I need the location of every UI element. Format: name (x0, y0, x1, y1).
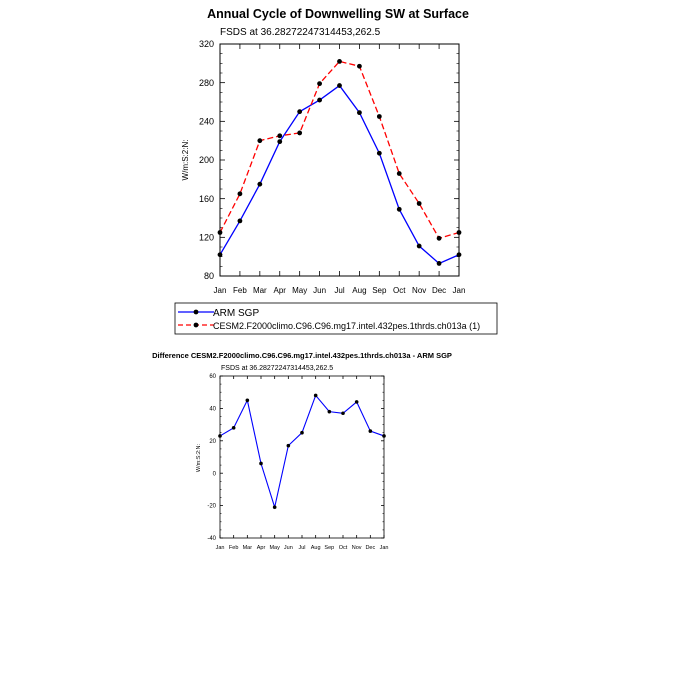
data-point (237, 191, 243, 197)
x-tick-label: Sep (324, 545, 334, 551)
data-point (416, 201, 422, 206)
data-point (327, 409, 332, 414)
data-point (456, 252, 462, 258)
data-point (297, 109, 303, 115)
x-tick-label: Jan (216, 545, 225, 551)
data-point (237, 218, 243, 224)
x-tick-label: Feb (233, 286, 247, 295)
y-tick-label: 320 (199, 39, 214, 49)
y-tick-label: 160 (199, 194, 214, 204)
y-tick-label: 80 (204, 271, 214, 281)
data-point (354, 400, 359, 404)
y-tick-label: 60 (209, 374, 216, 380)
x-tick-label: Jul (298, 545, 305, 551)
x-tick-label: Jan (453, 286, 466, 295)
data-point (313, 393, 318, 398)
x-tick-label: Jun (284, 545, 293, 551)
data-point (277, 139, 283, 145)
x-tick-label: May (292, 286, 307, 295)
x-tick-label: Nov (412, 286, 426, 295)
data-point (357, 63, 362, 69)
x-tick-label: Mar (243, 545, 253, 551)
series-line-0 (219, 394, 385, 510)
data-point (231, 426, 236, 430)
y-tick-label: -20 (207, 504, 216, 510)
data-point (376, 150, 382, 156)
y-tick-label: 20 (209, 439, 216, 445)
y-tick-label: 280 (199, 78, 214, 88)
y-tick-label: 240 (199, 116, 214, 126)
data-point (257, 181, 263, 187)
chart1-ylabel: W/m:S:2:N: (181, 140, 190, 181)
data-point (217, 230, 223, 235)
x-tick-label: Jul (334, 286, 344, 295)
legend-label-cesm: CESM2.F2000climo.C96.C96.mg17.intel.432p… (213, 321, 480, 331)
data-point (259, 461, 263, 466)
data-point (277, 133, 283, 139)
x-tick-label: Feb (229, 545, 238, 551)
data-point (297, 130, 303, 136)
x-tick-label: Nov (352, 545, 362, 551)
chart2-subtitle: FSDS at 36.28272247314453,262.5 (221, 365, 333, 372)
plot-frame (219, 375, 385, 539)
x-tick-label: Aug (311, 545, 321, 551)
data-point (245, 398, 250, 403)
data-point (376, 114, 382, 119)
x-tick-label: Jan (380, 545, 389, 551)
legend-marker-cesm (193, 322, 199, 328)
x-tick-label: Oct (393, 286, 406, 295)
x-tick-label: Mar (253, 286, 267, 295)
x-tick-label: Sep (372, 286, 387, 295)
x-tick-label: Dec (432, 286, 446, 295)
x-tick-label: Dec (365, 545, 375, 551)
chart1-legend: ARM SGP CESM2.F2000climo.C96.C96.mg17.in… (174, 302, 498, 335)
data-point (436, 235, 442, 241)
chart2-ylabel: W/m:S:2:N: (196, 443, 202, 472)
data-point (257, 138, 263, 144)
data-point (337, 59, 342, 64)
data-point (337, 83, 342, 88)
y-tick-label: 120 (199, 232, 214, 242)
data-point (272, 505, 277, 510)
legend-box (174, 302, 498, 335)
x-tick-label: Apr (274, 286, 287, 295)
data-point (217, 252, 223, 258)
y-tick-label: 0 (213, 471, 217, 477)
data-point (396, 206, 402, 212)
x-tick-label: May (269, 545, 280, 551)
legend-marker-arm (193, 309, 199, 315)
y-tick-label: -40 (207, 536, 216, 542)
data-point (317, 81, 322, 87)
data-point (396, 171, 402, 176)
data-point (436, 261, 442, 266)
chart2-title: Difference CESM2.F2000climo.C96.C96.mg17… (152, 351, 452, 360)
plot-frame (219, 43, 460, 277)
y-tick-label: 40 (209, 407, 216, 413)
data-point (300, 430, 304, 435)
data-point (317, 97, 322, 103)
legend-label-arm: ARM SGP (213, 308, 259, 319)
data-point (382, 434, 386, 438)
x-tick-label: Oct (339, 545, 348, 551)
data-point (341, 411, 345, 416)
x-tick-label: Jan (214, 286, 227, 295)
data-point (456, 230, 462, 235)
chart2-plot: -40 -20 0 20 40 60 Jan Feb Mar Apr May Jun Jul Aug Sep… (207, 374, 388, 551)
data-point (357, 110, 362, 116)
chart1-plot: 80 120 160 200 240 280 320 Jan Feb Mar Apr May Jun Ju… (199, 39, 465, 295)
chart1-title: Annual Cycle of Downwelling SW at Surfac… (207, 7, 469, 21)
data-point (286, 443, 291, 448)
x-tick-label: Apr (257, 545, 266, 551)
chart1-subtitle: FSDS at 36.28272247314453,262.5 (220, 27, 381, 38)
x-tick-label: Jun (313, 286, 326, 295)
y-tick-label: 200 (199, 155, 214, 165)
data-point (218, 434, 222, 438)
x-tick-label: Aug (352, 286, 366, 295)
data-point (416, 243, 422, 249)
series-line-0 (219, 84, 460, 265)
data-point (368, 429, 373, 433)
